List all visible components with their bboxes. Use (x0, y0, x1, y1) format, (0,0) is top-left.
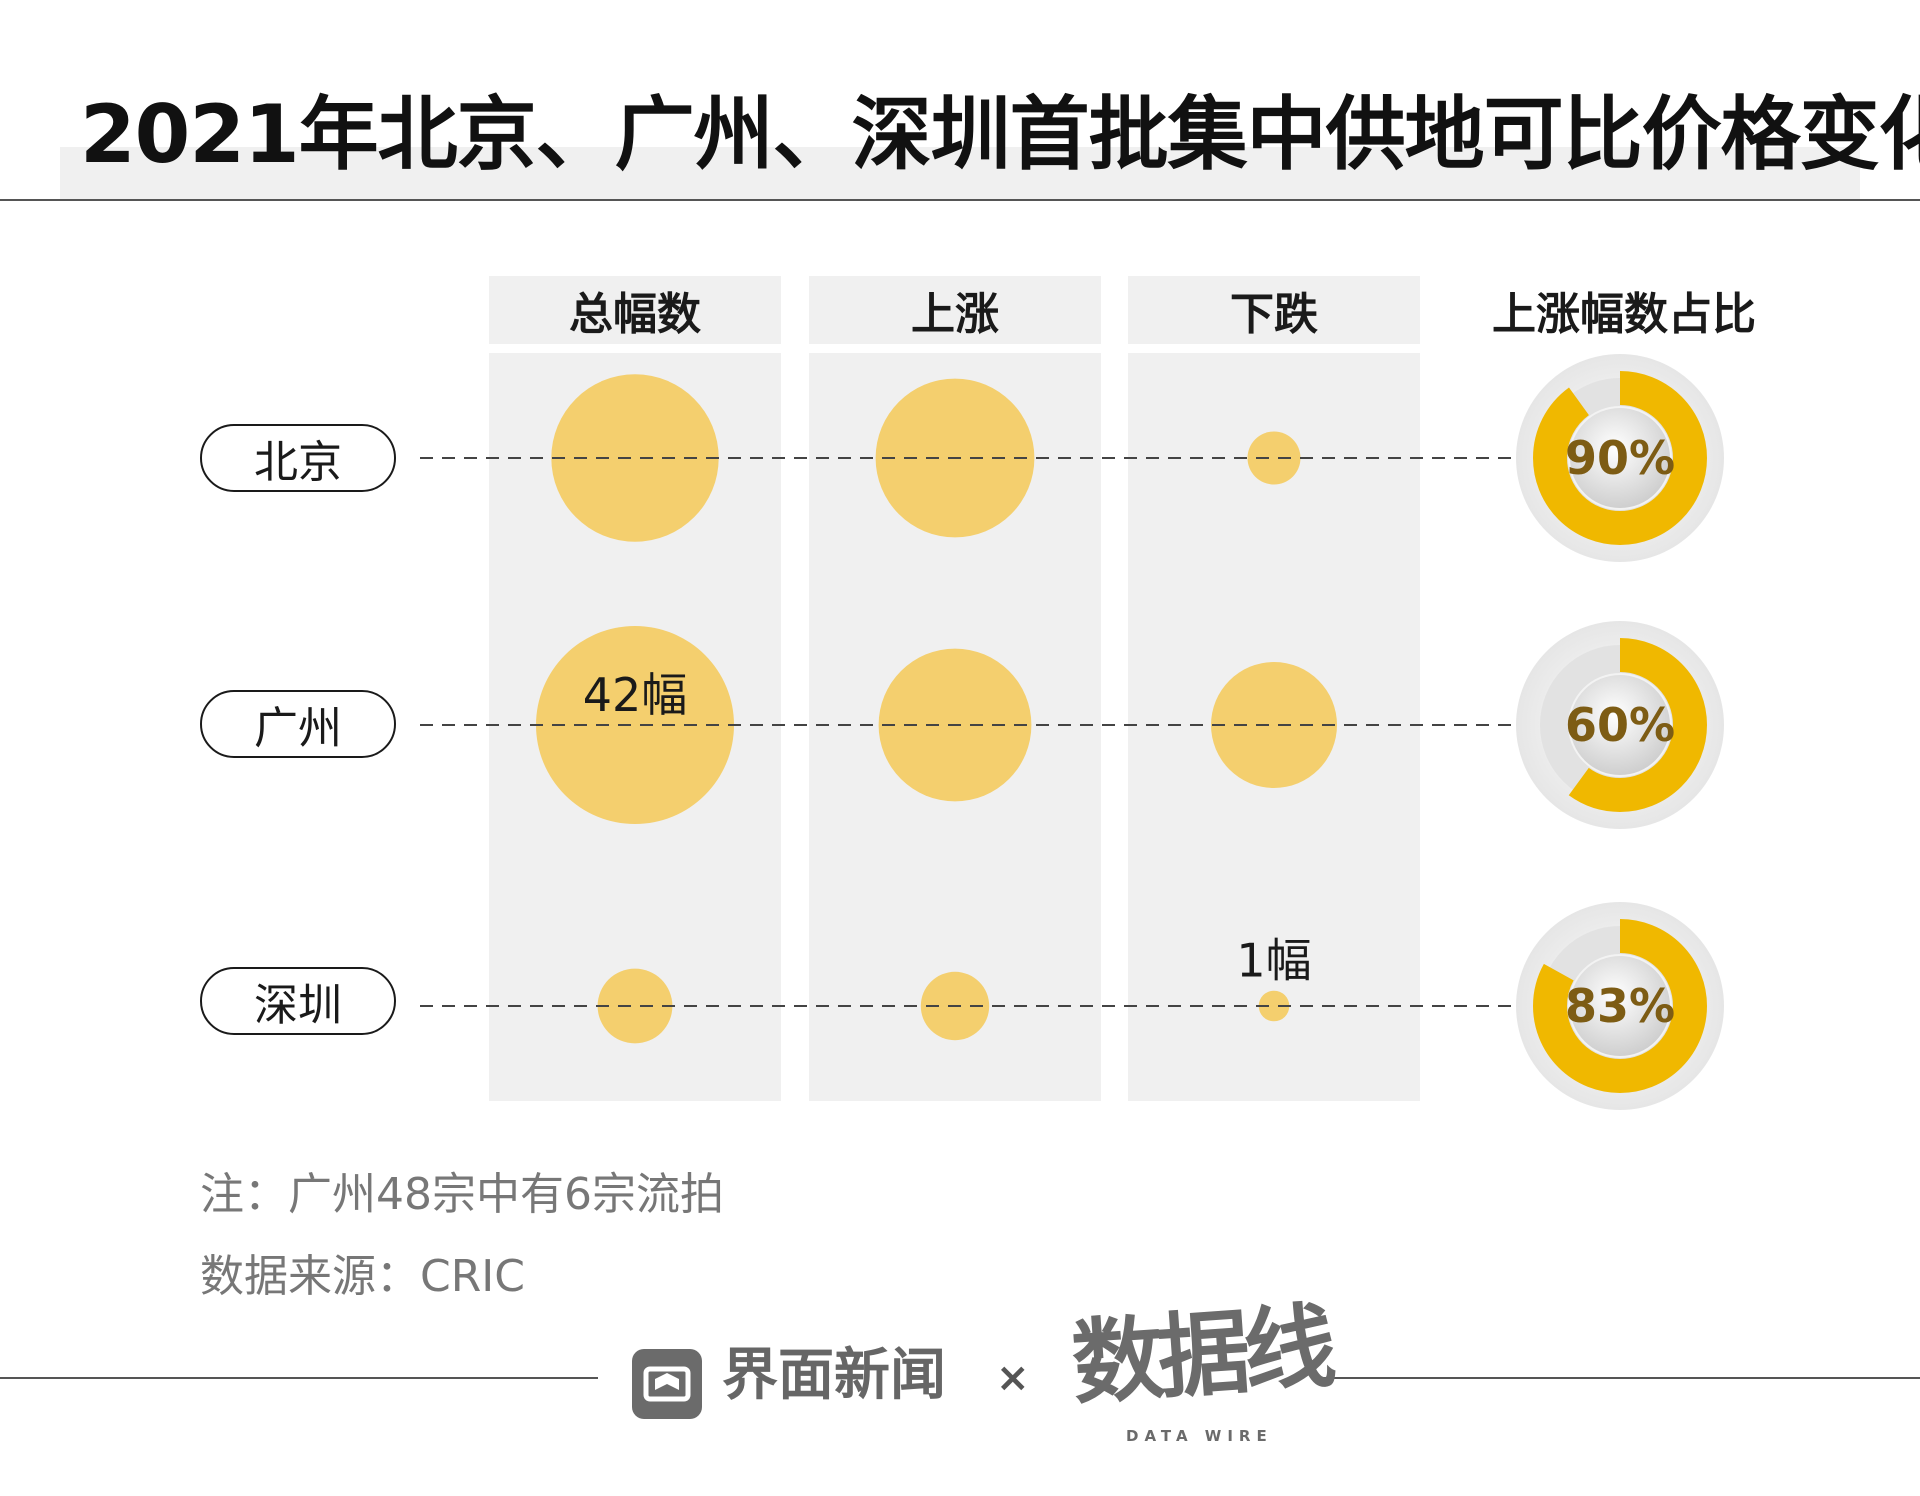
footnote: 注：广州48宗中有6宗流拍 (200, 1169, 724, 1220)
bubble-fall-beijing (1247, 431, 1301, 485)
data-source: 数据来源：CRIC (200, 1251, 525, 1302)
column-header-fall: 下跌 (1128, 276, 1420, 344)
footer-times: × (996, 1355, 1030, 1401)
footer-brand: 界面新闻 (722, 1343, 946, 1408)
column-header-total: 总幅数 (489, 276, 781, 344)
ring-value-beijing: 90% (1565, 431, 1675, 485)
title-highlight (60, 147, 1860, 199)
ring-progress-guangzhou (1533, 638, 1707, 812)
footer-rule-right (1322, 1377, 1920, 1379)
bubble-total-beijing (551, 374, 719, 542)
ring-center-guangzhou (1570, 675, 1670, 775)
footer-partner-logo: 数据线 (1068, 1293, 1334, 1418)
bubble-total-guangzhou (536, 626, 734, 824)
bubble-fall-shenzhen (1258, 990, 1290, 1022)
chart-title: 2021年北京、广州、深圳首批集中供地可比价格变化 (80, 88, 1920, 181)
ring-center-shenzhen (1570, 956, 1670, 1056)
city-label-guangzhou: 广州 (200, 690, 396, 758)
column-header-rise: 上涨 (809, 276, 1101, 344)
footer-partner-sub: DATA WIRE (1126, 1427, 1273, 1445)
title-divider (0, 199, 1920, 201)
ring-progress-shenzhen (1533, 919, 1707, 1093)
city-label-shenzhen: 深圳 (200, 967, 396, 1035)
jiemian-logo-icon (632, 1349, 702, 1419)
ring-value-shenzhen: 83% (1565, 979, 1675, 1033)
bubble-fall-guangzhou (1211, 662, 1337, 788)
footer-rule-left (0, 1377, 598, 1379)
bubble-label: 1幅 (1236, 934, 1311, 988)
ring-progress-beijing (1533, 371, 1707, 545)
bubble-total-shenzhen (597, 968, 673, 1044)
ring-center-beijing (1570, 408, 1670, 508)
column-header-rise-share: 上涨幅数占比 (1492, 289, 1756, 340)
bubble-label: 42幅 (583, 668, 688, 722)
city-label-beijing: 北京 (200, 424, 396, 492)
ring-value-guangzhou: 60% (1565, 698, 1675, 752)
